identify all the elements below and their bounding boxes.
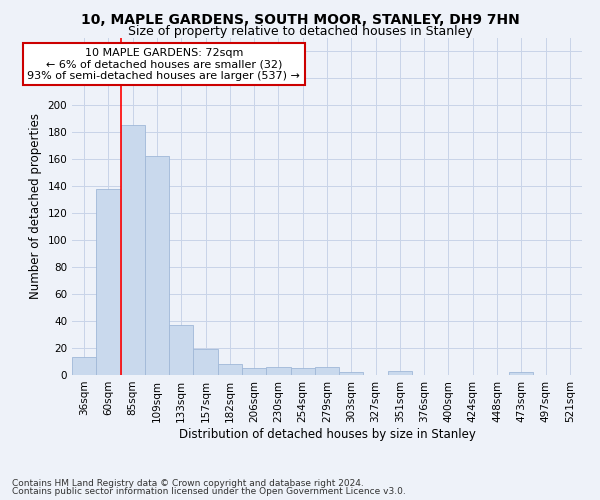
Bar [218, 364, 242, 375]
Bar [509, 372, 533, 375]
Bar [339, 372, 364, 375]
Bar [145, 156, 169, 375]
Bar [315, 367, 339, 375]
Bar [290, 368, 315, 375]
Text: Contains HM Land Registry data © Crown copyright and database right 2024.: Contains HM Land Registry data © Crown c… [12, 478, 364, 488]
Bar [121, 125, 145, 375]
Text: 10 MAPLE GARDENS: 72sqm
← 6% of detached houses are smaller (32)
93% of semi-det: 10 MAPLE GARDENS: 72sqm ← 6% of detached… [28, 48, 300, 81]
Bar [72, 358, 96, 375]
Text: 10, MAPLE GARDENS, SOUTH MOOR, STANLEY, DH9 7HN: 10, MAPLE GARDENS, SOUTH MOOR, STANLEY, … [80, 12, 520, 26]
X-axis label: Distribution of detached houses by size in Stanley: Distribution of detached houses by size … [179, 428, 475, 440]
Y-axis label: Number of detached properties: Number of detached properties [29, 114, 42, 299]
Bar [242, 368, 266, 375]
Text: Contains public sector information licensed under the Open Government Licence v3: Contains public sector information licen… [12, 487, 406, 496]
Bar [266, 367, 290, 375]
Bar [96, 188, 121, 375]
Bar [388, 371, 412, 375]
Bar [193, 350, 218, 375]
Bar [169, 325, 193, 375]
Text: Size of property relative to detached houses in Stanley: Size of property relative to detached ho… [128, 25, 472, 38]
